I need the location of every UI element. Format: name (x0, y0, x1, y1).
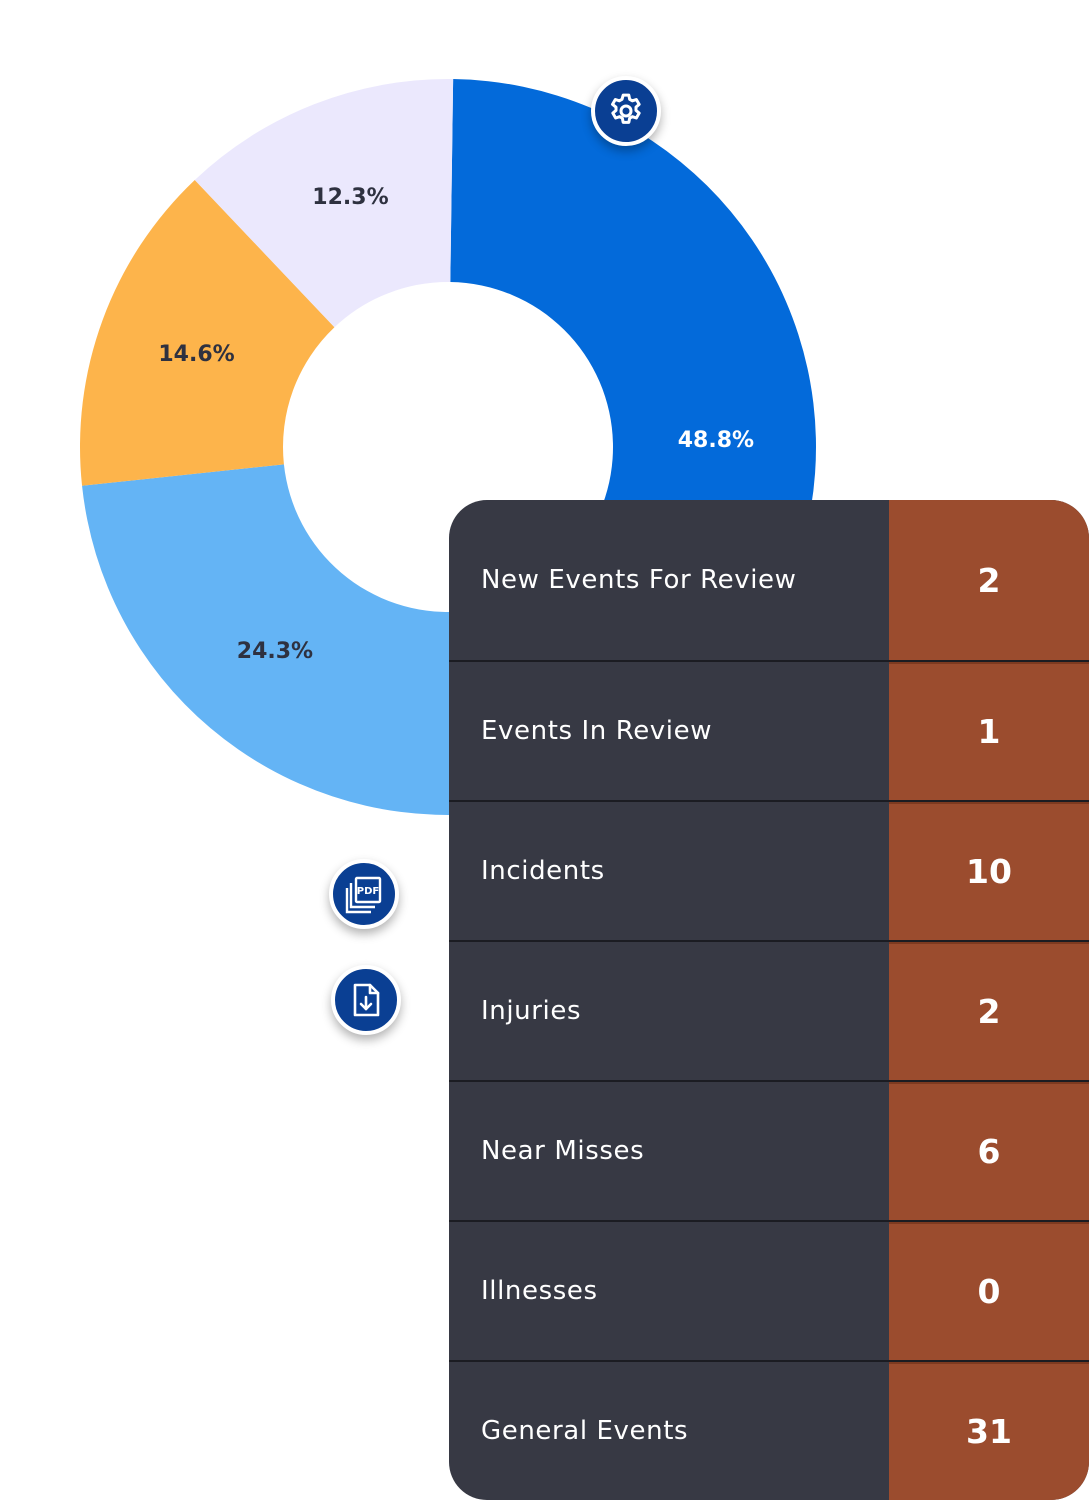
summary-row[interactable]: Injuries 2 (449, 940, 1089, 1080)
summary-row[interactable]: General Events 31 (449, 1360, 1089, 1500)
summary-row[interactable]: Events In Review 1 (449, 660, 1089, 800)
donut-slice-3[interactable] (194, 79, 454, 328)
summary-row[interactable]: Illnesses 0 (449, 1220, 1089, 1360)
summary-row-label: General Events (481, 1416, 689, 1446)
pdf-button[interactable]: PDF (329, 859, 399, 929)
summary-row-value: 1 (889, 662, 1089, 800)
slice-label: 48.8% (678, 428, 754, 453)
file-download-button[interactable] (331, 965, 401, 1035)
donut-slice-1[interactable] (82, 464, 471, 815)
donut-slice-2[interactable] (79, 179, 335, 486)
summary-row[interactable]: Incidents 10 (449, 800, 1089, 940)
summary-row-label: Events In Review (481, 716, 713, 746)
gear-icon (611, 93, 641, 124)
slice-label: 14.6% (158, 342, 234, 367)
slice-label: 12.3% (312, 185, 388, 210)
summary-row-label: Near Misses (481, 1136, 645, 1166)
pdf-icon: PDF (345, 876, 382, 914)
event-summary-table: New Events For Review 2 Events In Review 1 I… (449, 500, 1089, 1500)
settings-button[interactable] (591, 76, 661, 146)
slice-label: 24.3% (237, 639, 313, 664)
summary-row[interactable]: New Events For Review 2 (449, 500, 1089, 660)
file-download-icon (353, 983, 380, 1017)
summary-row-value: 0 (889, 1222, 1089, 1360)
summary-row-label: New Events For Review (481, 565, 797, 595)
summary-row-label: Illnesses (481, 1276, 598, 1306)
svg-text:PDF: PDF (357, 886, 379, 897)
summary-row-value: 2 (889, 500, 1089, 660)
summary-row-label: Incidents (481, 856, 605, 886)
summary-row-value: 31 (889, 1362, 1089, 1500)
summary-row-value: 2 (889, 942, 1089, 1080)
summary-row[interactable]: Near Misses 6 (449, 1080, 1089, 1220)
summary-row-label: Injuries (481, 996, 582, 1026)
summary-row-value: 10 (889, 802, 1089, 940)
summary-row-value: 6 (889, 1082, 1089, 1220)
